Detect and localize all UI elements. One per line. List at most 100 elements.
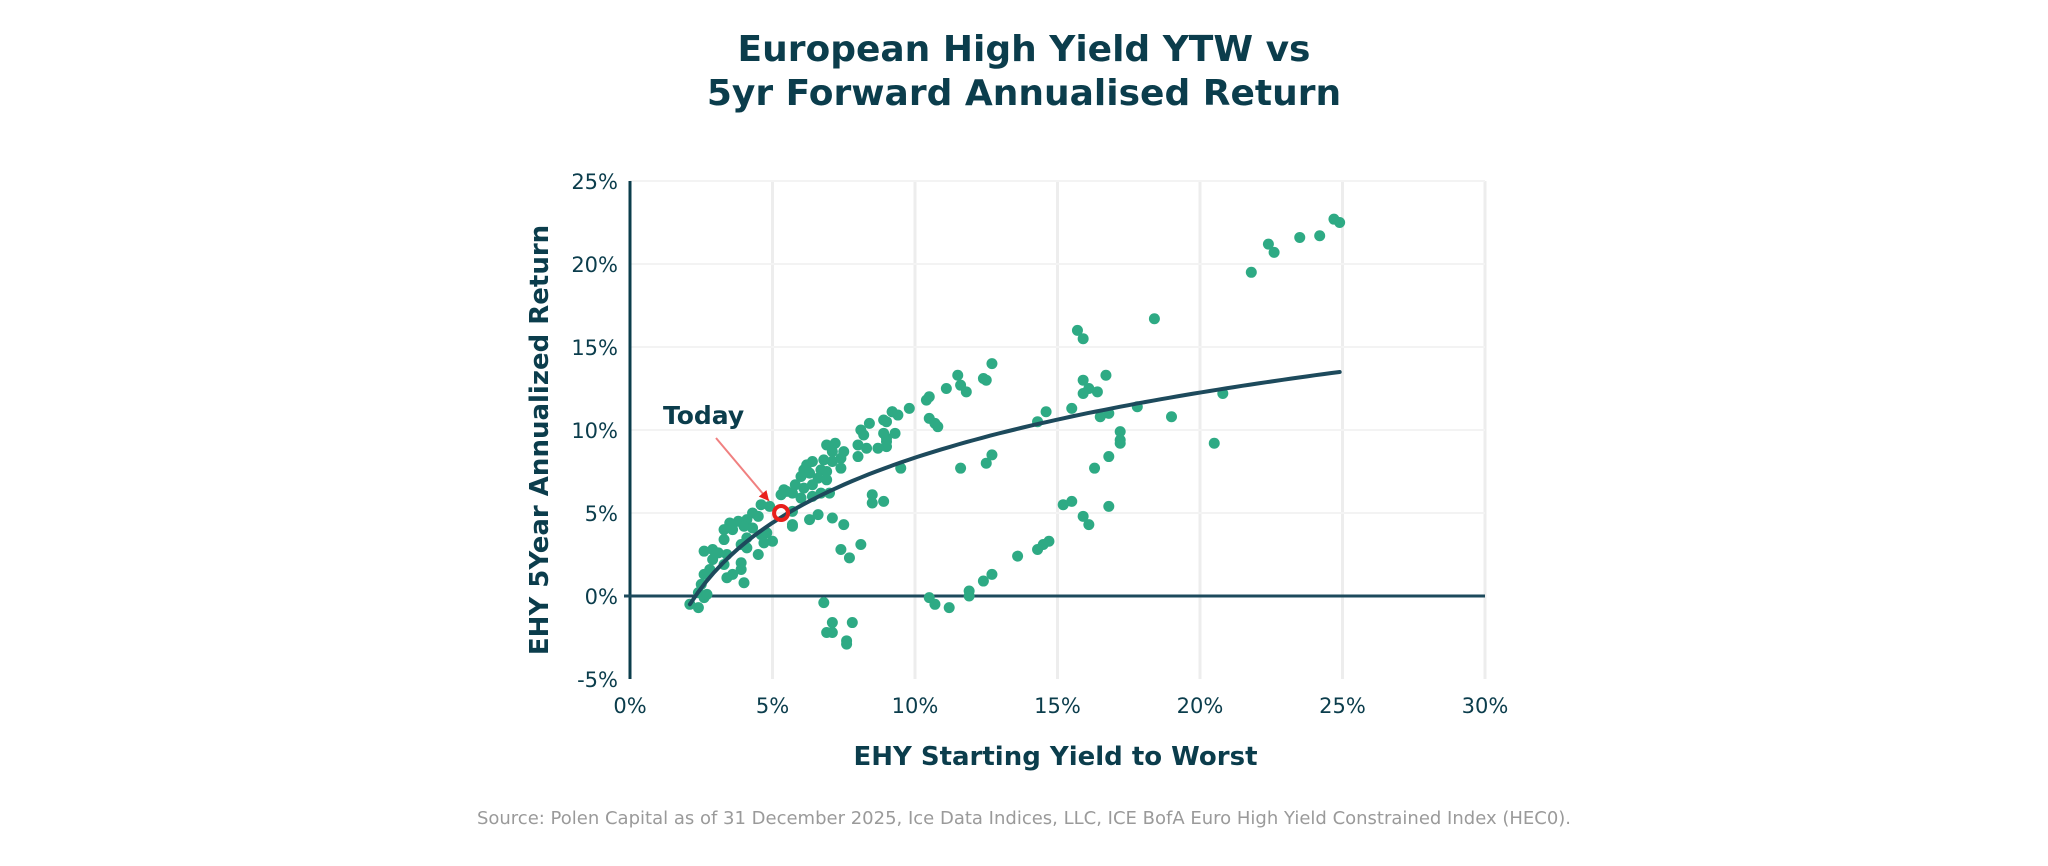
- data-point: [727, 524, 739, 536]
- data-point: [818, 597, 830, 609]
- data-point: [804, 514, 816, 526]
- data-point: [835, 452, 847, 464]
- y-tick-label: 5%: [585, 502, 618, 526]
- data-point: [835, 544, 847, 556]
- data-point: [795, 470, 807, 482]
- data-point: [889, 427, 901, 439]
- data-point: [932, 421, 944, 433]
- y-axis-title: EHY 5Year Annualized Return: [525, 225, 555, 655]
- data-point: [1083, 383, 1095, 394]
- data-point: [1114, 437, 1126, 449]
- data-point: [980, 457, 992, 469]
- data-point: [920, 394, 932, 406]
- data-point: [960, 386, 972, 398]
- data-point: [718, 534, 730, 546]
- chart-title-line-2: 5yr Forward Annualised Return: [706, 73, 1342, 114]
- x-tick-label: 10%: [892, 694, 939, 718]
- data-point: [738, 577, 750, 589]
- data-point: [986, 449, 998, 461]
- data-point: [841, 638, 853, 650]
- today-marker: [772, 504, 791, 522]
- chart-title-line-1: European High Yield YTW vs: [737, 29, 1311, 70]
- data-point: [1148, 313, 1160, 325]
- x-tick-labels: 0% 5% 10% 15% 20% 25% 30%: [613, 694, 1508, 718]
- data-point: [878, 495, 890, 507]
- data-point: [1071, 324, 1083, 336]
- data-point: [977, 575, 989, 587]
- data-point: [738, 520, 750, 532]
- data-point: [858, 429, 870, 441]
- data-point: [752, 510, 764, 522]
- x-axis-title: EHY Starting Yield to Worst: [853, 742, 1257, 772]
- y-tick-label: 20%: [571, 253, 618, 277]
- data-point: [929, 598, 941, 610]
- data-point: [878, 427, 890, 439]
- data-point: [1091, 386, 1103, 398]
- data-point: [812, 509, 824, 521]
- data-point: [701, 588, 713, 600]
- data-point: [698, 568, 710, 580]
- data-point: [718, 524, 730, 536]
- data-point: [806, 479, 818, 491]
- today-annotation: Today: [663, 401, 791, 522]
- x-tick-label: 20%: [1177, 694, 1224, 718]
- data-point: [752, 549, 764, 560]
- data-point: [872, 442, 884, 454]
- y-tick-label: 0%: [585, 585, 618, 609]
- data-point: [821, 466, 833, 477]
- data-point: [826, 512, 838, 524]
- data-point: [758, 537, 770, 549]
- data-point: [767, 535, 778, 547]
- data-point: [735, 563, 747, 575]
- data-point: [852, 451, 864, 463]
- data-point: [826, 617, 838, 629]
- data-point: [1012, 550, 1024, 562]
- data-point: [1077, 333, 1089, 345]
- data-point: [903, 402, 915, 414]
- data-point: [826, 446, 838, 458]
- trend-line: [687, 370, 1342, 607]
- y-tick-label: 15%: [571, 336, 618, 360]
- data-point: [866, 489, 878, 501]
- data-point: [1077, 374, 1089, 386]
- data-point: [1066, 402, 1078, 414]
- data-point: [838, 519, 850, 531]
- data-point: [1314, 230, 1326, 242]
- data-point: [1066, 495, 1078, 507]
- data-point: [846, 617, 858, 629]
- x-tick-label: 15%: [1034, 694, 1081, 718]
- data-point: [747, 522, 759, 534]
- data-point: [843, 552, 855, 564]
- data-point: [986, 568, 998, 580]
- data-point: [821, 474, 833, 486]
- x-tick-label: 25%: [1319, 694, 1366, 718]
- data-point: [1268, 246, 1280, 258]
- data-point: [1077, 510, 1089, 522]
- data-point: [1245, 266, 1257, 278]
- data-point: [707, 553, 719, 565]
- data-point: [861, 442, 873, 454]
- today-arrow: [715, 437, 770, 502]
- data-point: [855, 539, 867, 551]
- data-point: [963, 590, 975, 602]
- data-point: [727, 568, 739, 580]
- data-points: [684, 213, 1346, 650]
- y-tick-labels: -5% 0% 5% 10% 15% 20% 25%: [571, 170, 618, 692]
- data-point: [940, 383, 952, 394]
- data-point: [692, 602, 704, 614]
- data-point: [778, 484, 790, 496]
- data-point: [852, 439, 864, 451]
- data-point: [1114, 426, 1126, 438]
- data-point: [786, 487, 798, 499]
- data-point: [986, 358, 998, 370]
- data-point: [818, 454, 830, 466]
- data-point: [698, 545, 710, 557]
- y-tick-label: -5%: [577, 668, 618, 692]
- data-point: [795, 492, 807, 504]
- data-point: [829, 437, 841, 449]
- data-point: [1103, 500, 1115, 512]
- data-point: [786, 519, 798, 531]
- data-point: [881, 436, 892, 448]
- data-point: [789, 479, 801, 491]
